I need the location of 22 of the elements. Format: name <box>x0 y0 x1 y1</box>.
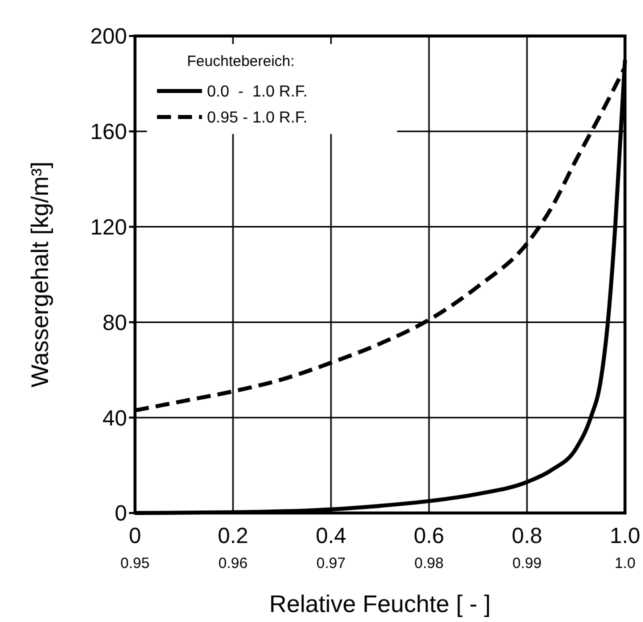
x2-tick-label: 0.97 <box>316 555 346 572</box>
y-tick-label: 160 <box>90 119 127 144</box>
y-tick-label: 40 <box>102 405 127 430</box>
y-axis-title: Wassergehalt [kg/m³] <box>27 162 54 388</box>
y-tick-label: 80 <box>102 310 127 335</box>
y-tick-label: 0 <box>114 500 127 526</box>
x2-tick-label: 1.0 <box>614 555 636 572</box>
x-tick-label: 1.0 <box>610 523 640 548</box>
legend-title: Feuchtebereich: <box>187 53 295 70</box>
x-axis-title: Relative Feuchte [ - ] <box>269 591 491 618</box>
x-tick-label: 0.4 <box>316 523 346 548</box>
x-tick-label: 0.2 <box>218 523 248 548</box>
x-tick-label: 0.8 <box>512 523 542 548</box>
x2-tick-label: 0.99 <box>512 555 542 572</box>
legend-label: 0.0 - 1.0 R.F. <box>207 84 308 101</box>
x2-tick-label: 0.95 <box>120 555 150 572</box>
x-tick-label: 0.6 <box>414 523 444 548</box>
x2-tick-label: 0.98 <box>414 555 444 572</box>
x2-tick-label: 0.96 <box>218 555 248 572</box>
legend-label: 0.95 - 1.0 R.F. <box>207 110 308 127</box>
y-tick-label: 120 <box>90 214 127 240</box>
y-tick-label: 200 <box>90 24 127 49</box>
